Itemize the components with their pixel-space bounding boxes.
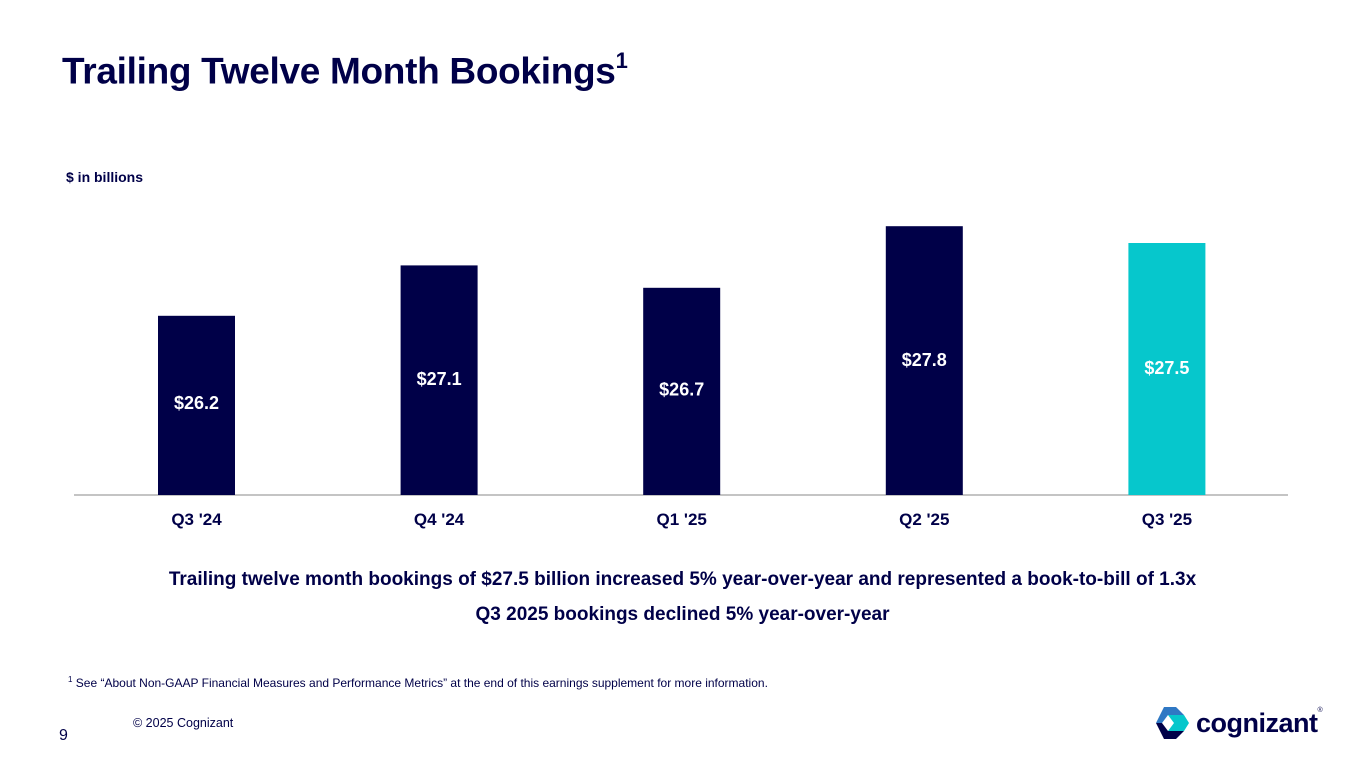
bar-value-label-3: $27.8	[902, 350, 947, 370]
logo-wordmark: cognizant	[1196, 707, 1318, 738]
units-label: $ in billions	[66, 169, 144, 185]
bar-value-label-2: $26.7	[659, 380, 704, 400]
footnote-marker: 1	[68, 675, 73, 684]
bookings-bar-chart: $26.2 Q3 '24 $27.1 Q4 '24 $26.7 Q1 '25 $27.8 Q2…	[74, 226, 1288, 529]
category-label-2: Q1 '25	[657, 510, 707, 529]
bar-0	[158, 315, 235, 495]
bar-value-label-1: $27.1	[417, 369, 462, 389]
cognizant-logo-mark-icon	[1156, 707, 1189, 739]
highlight-line-2: Q3 2025 bookings declined 5% year-over-y…	[475, 604, 890, 625]
bar-4	[1128, 243, 1206, 495]
copyright: © 2025 Cognizant	[133, 716, 234, 730]
cognizant-logo: cognizant®	[1154, 706, 1323, 740]
category-label-1: Q4 '24	[414, 510, 465, 529]
category-label-4: Q3 '25	[1142, 510, 1192, 529]
footnote-text: See “About Non-GAAP Financial Measures a…	[72, 676, 768, 690]
page-title: Trailing Twelve Month Bookings1	[62, 48, 628, 92]
cognizant-logo-text: cognizant®	[1196, 706, 1323, 739]
bar-2	[643, 287, 721, 495]
page-number: 9	[59, 727, 68, 744]
bar-1	[400, 265, 478, 495]
category-label-3: Q2 '25	[899, 510, 949, 529]
logo-registered-mark: ®	[1317, 706, 1323, 714]
bar-value-label-4: $27.5	[1144, 358, 1189, 378]
title-footnote-marker: 1	[615, 48, 628, 73]
highlight-line-1: Trailing twelve month bookings of $27.5 …	[168, 569, 1197, 590]
category-label-0: Q3 '24	[171, 510, 222, 529]
bar-3	[885, 226, 963, 495]
page-title-text: Trailing Twelve Month Bookings	[62, 50, 616, 92]
footnote: 1 See “About Non-GAAP Financial Measures…	[68, 675, 768, 690]
bar-value-label-0: $26.2	[174, 393, 219, 413]
